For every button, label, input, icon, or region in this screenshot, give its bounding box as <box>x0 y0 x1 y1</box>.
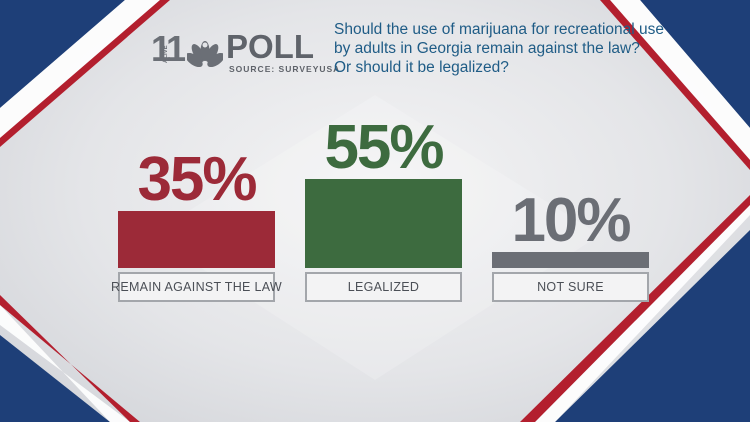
poll-question-line: Should the use of marijuana for recreati… <box>334 21 665 38</box>
bar-value-label: 35% <box>137 145 257 215</box>
poll-question: Should the use of marijuana for recreati… <box>334 20 684 77</box>
station-logo-number: 11 <box>151 28 186 69</box>
corner-stripe-navy-bl <box>0 335 110 422</box>
category-label: LEGALIZED <box>305 272 462 302</box>
bar <box>492 251 649 268</box>
bar <box>118 211 275 268</box>
corner-stripe-navy-br <box>555 230 750 422</box>
poll-question-line: by adults in Georgia remain against the … <box>334 40 640 57</box>
corner-stripe-red-br <box>520 195 750 422</box>
category-label: NOT SURE <box>492 272 649 302</box>
poll-source: SOURCE: SURVEYUSA <box>229 64 341 74</box>
station-logo-tag: ALIVE <box>163 45 169 63</box>
category-label: REMAIN AGAINST THE LAW <box>111 272 282 302</box>
corner-stripe-red-tl <box>0 0 170 147</box>
corner-stripe-red-tr <box>600 0 750 170</box>
poll-question-line: Or should it be legalized? <box>334 59 509 76</box>
peacock-logo-icon <box>187 41 223 68</box>
bar-value-label: 55% <box>324 112 444 182</box>
bar-value-label: 10% <box>511 185 631 255</box>
bar <box>305 178 462 268</box>
poll-title: POLL <box>226 28 314 65</box>
